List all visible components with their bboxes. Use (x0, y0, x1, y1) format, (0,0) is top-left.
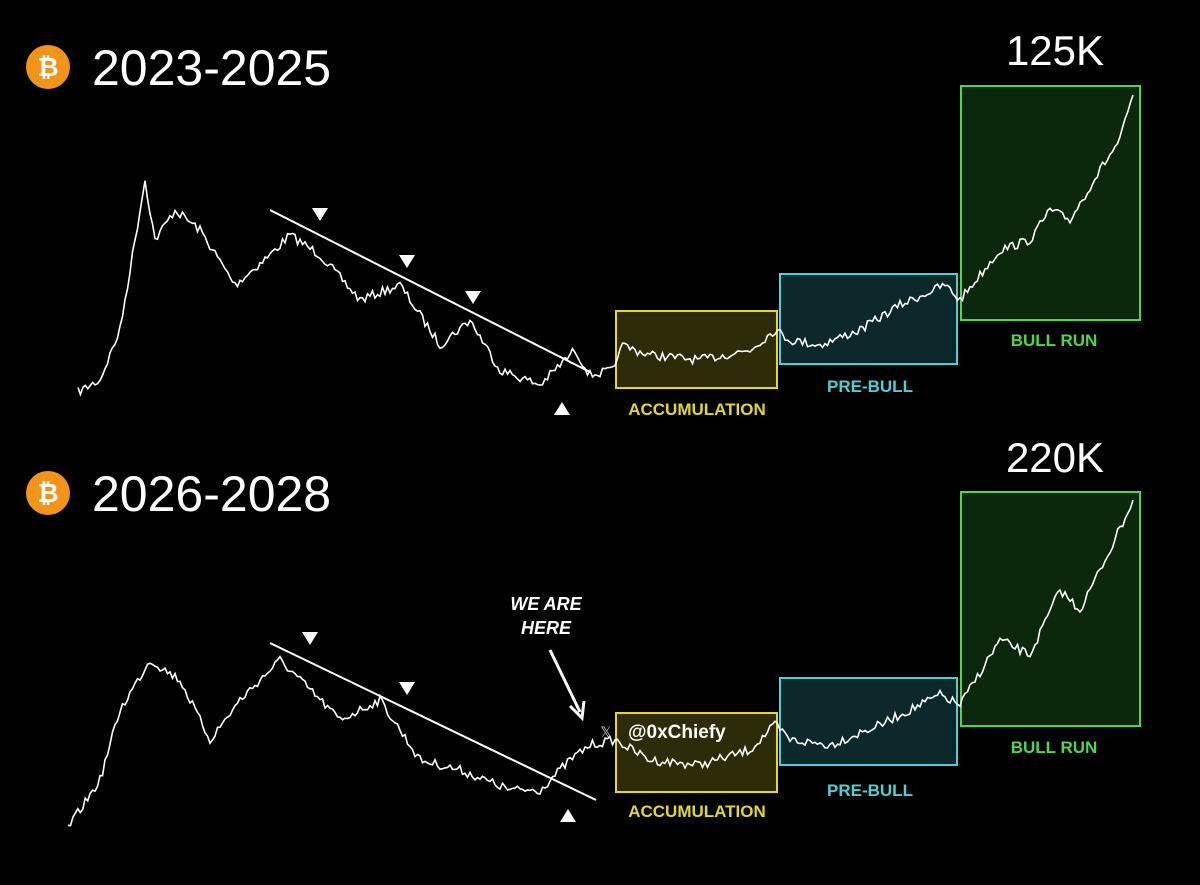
x-icon: 𝕏 (600, 724, 611, 740)
bitcoin-icon (26, 45, 70, 89)
phase-label: PRE-BULL (827, 781, 913, 800)
phase-label: ACCUMULATION (628, 802, 766, 821)
arrow (548, 649, 586, 722)
peak-label: 125K (1006, 27, 1104, 74)
bull-run-box (960, 85, 1141, 321)
bitcoin-symbol: ₿ (37, 52, 58, 82)
pre-bull-box (779, 677, 958, 766)
annotation: HERE (521, 618, 572, 638)
trend-line (269, 209, 591, 373)
price-path (77, 94, 1134, 397)
phase-label: BULL RUN (1011, 331, 1098, 350)
phase-label: ACCUMULATION (628, 400, 766, 419)
accumulation-box (615, 310, 778, 389)
watermark: @0xChiefy (628, 722, 726, 743)
pre-bull-box (779, 273, 958, 365)
phase-label: PRE-BULL (827, 377, 913, 396)
bitcoin-symbol: ₿ (37, 478, 58, 508)
panel-title: 2026-2028 (92, 466, 331, 522)
phase-label: BULL RUN (1011, 738, 1098, 757)
peak-label: 220K (1006, 434, 1104, 481)
annotation: WE ARE (510, 594, 582, 614)
price-path (67, 499, 1134, 827)
trend-line (269, 642, 597, 801)
panel-title: 2023-2025 (92, 40, 331, 96)
bitcoin-icon (26, 471, 70, 515)
